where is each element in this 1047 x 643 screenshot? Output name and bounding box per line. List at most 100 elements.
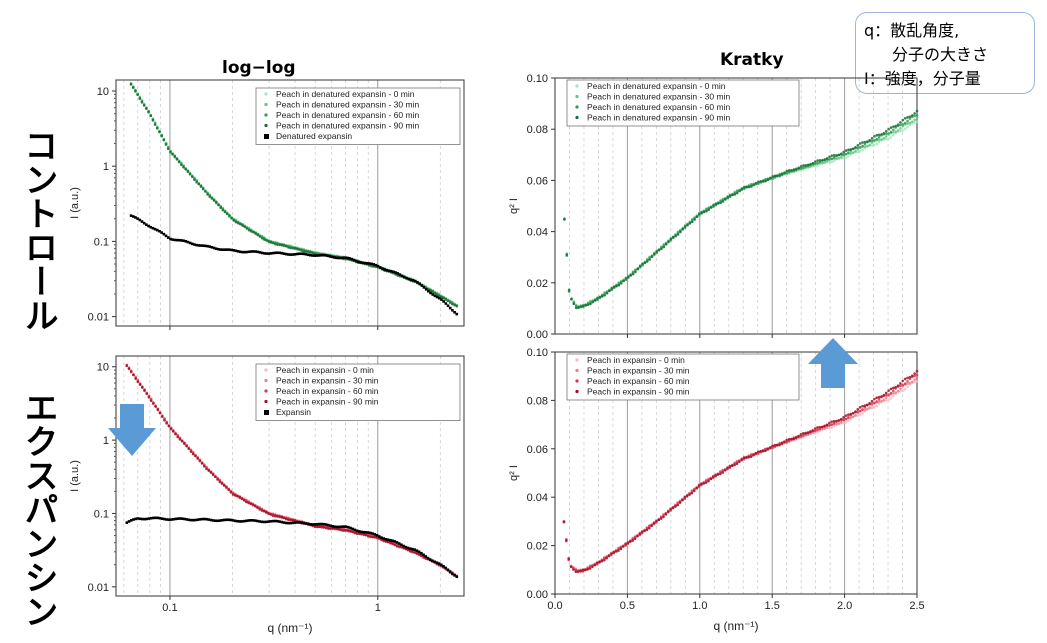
data-point (209, 518, 213, 522)
data-point (153, 123, 157, 126)
data-point (591, 300, 595, 304)
data-point (313, 254, 316, 257)
data-point (697, 212, 701, 216)
data-point (816, 159, 819, 162)
data-point (415, 549, 419, 552)
data-point (350, 257, 354, 261)
data-point (311, 254, 314, 257)
data-point (700, 482, 703, 486)
data-point (142, 221, 146, 225)
y-tick-label: 0.02 (527, 541, 548, 553)
data-point (716, 473, 720, 476)
row-label-control: コントロール (18, 128, 58, 332)
data-point (258, 251, 262, 254)
legend-marker (264, 102, 268, 107)
data-point (865, 407, 869, 411)
data-point (903, 116, 907, 120)
data-point (861, 408, 864, 411)
data-point (617, 549, 620, 552)
data-point (393, 543, 397, 547)
data-point (349, 529, 352, 533)
data-point (431, 293, 435, 296)
data-point (804, 431, 807, 435)
data-point (809, 430, 812, 434)
data-point (688, 222, 692, 225)
data-point (586, 568, 589, 571)
data-point (234, 220, 238, 224)
data-point (806, 431, 810, 435)
data-point (894, 385, 897, 389)
data-point (296, 521, 299, 524)
data-point (662, 243, 666, 247)
data-point (230, 216, 233, 220)
data-point (787, 171, 791, 174)
data-point (892, 389, 895, 393)
data-point (858, 413, 862, 417)
data-point (707, 208, 711, 212)
data-point (352, 258, 356, 262)
data-point (705, 209, 708, 213)
data-point (600, 295, 604, 298)
data-point (858, 145, 862, 149)
info-box-line-size: 分子の大きさ (892, 45, 989, 64)
data-point (771, 177, 774, 180)
data-point (191, 452, 195, 456)
data-point (354, 259, 358, 263)
data-point (415, 551, 419, 555)
data-point (165, 422, 168, 425)
column-title-kratky: Kratky (720, 50, 784, 70)
data-point (194, 454, 197, 458)
data-point (861, 412, 864, 415)
data-point (217, 203, 220, 207)
data-point (757, 180, 760, 184)
data-point (158, 516, 162, 520)
data-point (913, 112, 916, 115)
data-point (903, 382, 907, 385)
data-point (835, 157, 838, 160)
data-point (406, 548, 410, 552)
data-point (386, 538, 390, 542)
data-point (660, 247, 663, 251)
data-point (282, 516, 286, 520)
data-point (870, 399, 874, 403)
data-point (828, 155, 831, 159)
data-point (205, 517, 208, 521)
data-point (846, 419, 850, 422)
data-point (619, 282, 623, 285)
data-point (125, 521, 129, 524)
data-point (162, 232, 166, 236)
data-point (138, 517, 142, 521)
data-point (875, 142, 879, 146)
legend-marker (264, 389, 268, 393)
data-point (194, 518, 197, 522)
data-point (147, 395, 151, 399)
data-point (785, 171, 789, 175)
data-point (218, 519, 222, 522)
data-point (291, 518, 295, 522)
data-point (740, 187, 744, 191)
data-point (293, 252, 297, 256)
data-point (821, 159, 824, 162)
data-point (440, 295, 443, 299)
data-point (243, 250, 247, 254)
data-point (875, 396, 879, 399)
data-point (389, 538, 392, 542)
data-point (404, 545, 408, 549)
data-point (267, 252, 271, 255)
data-point (809, 163, 812, 166)
data-point (453, 573, 456, 577)
data-point (903, 387, 907, 391)
data-point (825, 157, 829, 160)
data-point (787, 437, 791, 441)
data-point (132, 373, 135, 377)
data-point (818, 159, 822, 162)
data-point (887, 393, 890, 397)
data-point (873, 401, 876, 405)
data-point (655, 519, 658, 523)
y-tick-label: 0.00 (527, 589, 548, 601)
data-point (589, 302, 592, 306)
data-point (818, 425, 822, 429)
data-point (792, 168, 796, 172)
data-point (714, 202, 718, 206)
data-point (422, 553, 425, 557)
